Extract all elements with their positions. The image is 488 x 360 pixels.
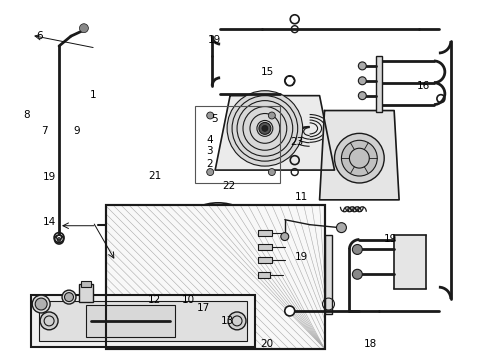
Text: 15: 15 [261,67,274,77]
Bar [39,301,246,341]
Circle shape [226,91,302,166]
Bar [31,295,254,347]
Circle shape [40,312,58,330]
Polygon shape [319,111,398,200]
Circle shape [57,238,61,242]
Bar [195,105,279,183]
Bar [257,244,271,251]
Text: 2: 2 [206,159,212,169]
Circle shape [336,223,346,233]
Circle shape [352,269,362,279]
Text: 18: 18 [364,339,377,348]
Circle shape [334,133,384,183]
Text: 16: 16 [416,81,429,91]
Bar [257,272,269,278]
Text: 12: 12 [148,295,161,305]
Bar [257,257,271,264]
Bar [86,305,175,337]
Bar [375,56,382,112]
Circle shape [64,293,73,302]
Text: 7: 7 [41,126,47,136]
Circle shape [35,298,47,310]
Text: 6: 6 [36,31,42,41]
Circle shape [32,295,50,313]
Text: 13: 13 [221,316,234,326]
Bar [105,205,324,349]
Circle shape [358,77,366,85]
Text: 11: 11 [295,192,308,202]
Circle shape [284,306,294,316]
Text: 21: 21 [148,171,161,181]
Text: 19: 19 [207,35,221,45]
Circle shape [358,62,366,70]
Circle shape [55,235,63,244]
Circle shape [341,140,376,176]
Bar [105,205,324,349]
Circle shape [206,168,213,176]
Text: 17: 17 [196,303,209,313]
Circle shape [62,290,76,304]
Polygon shape [215,96,334,170]
Text: 14: 14 [42,217,56,227]
Bar [81,281,91,287]
Text: 9: 9 [73,126,80,136]
Circle shape [258,122,270,134]
Bar [79,284,93,302]
Circle shape [206,112,213,119]
Text: 19: 19 [295,252,308,262]
Circle shape [358,92,366,100]
Circle shape [262,125,267,131]
Circle shape [196,231,240,274]
Text: 3: 3 [206,146,212,156]
Circle shape [227,312,245,330]
Text: 4: 4 [206,135,212,145]
Text: 8: 8 [23,110,30,120]
Text: 19: 19 [383,234,396,244]
Circle shape [352,244,362,255]
Text: 23: 23 [290,138,303,148]
Text: 10: 10 [182,295,195,305]
Circle shape [280,233,288,240]
Circle shape [268,168,275,176]
Text: 1: 1 [89,90,96,100]
Bar [257,230,271,235]
Circle shape [79,24,88,33]
Text: 19: 19 [42,172,56,182]
Text: 5: 5 [211,113,217,123]
Text: 20: 20 [259,339,272,348]
Bar [324,235,332,314]
Circle shape [284,76,294,86]
Text: 22: 22 [222,181,235,192]
Circle shape [268,112,275,119]
Bar [393,235,425,289]
